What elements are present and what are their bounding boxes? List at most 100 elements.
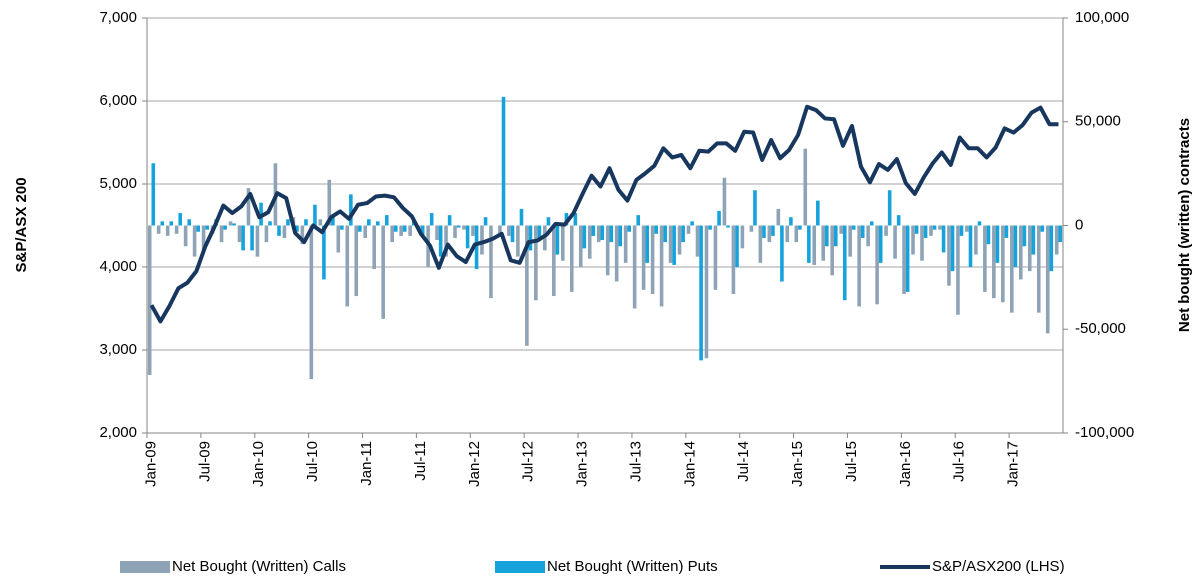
bar bbox=[447, 215, 452, 226]
bar bbox=[1031, 225, 1036, 255]
bar bbox=[708, 225, 712, 230]
bar bbox=[456, 225, 461, 228]
x-tick-label: Jan-16 bbox=[897, 441, 914, 487]
bar bbox=[842, 225, 847, 301]
bar bbox=[627, 225, 632, 232]
y-tick-label: 2,000 bbox=[99, 424, 137, 441]
bar bbox=[489, 225, 493, 299]
bar bbox=[399, 225, 403, 236]
bar bbox=[753, 190, 757, 226]
bar bbox=[354, 225, 359, 297]
bar bbox=[165, 225, 170, 236]
bar bbox=[246, 188, 251, 226]
bar bbox=[340, 225, 344, 230]
bar bbox=[1022, 225, 1027, 247]
bar bbox=[1013, 225, 1018, 267]
bar bbox=[834, 225, 838, 247]
bar bbox=[277, 225, 281, 236]
x-tick-label: Jul-14 bbox=[735, 441, 752, 482]
bar bbox=[816, 200, 820, 226]
bar bbox=[372, 225, 376, 270]
x-tick-label: Jan-13 bbox=[574, 441, 591, 487]
bar bbox=[659, 225, 664, 307]
bar bbox=[525, 225, 529, 346]
bar bbox=[767, 225, 772, 243]
y2-tick-label: -50,000 bbox=[1075, 320, 1126, 337]
bar bbox=[393, 225, 398, 232]
bar bbox=[717, 210, 721, 226]
bar bbox=[219, 225, 224, 243]
bar bbox=[591, 225, 596, 236]
bar bbox=[376, 221, 380, 226]
bar bbox=[857, 225, 861, 307]
x-tick-label: Jul-10 bbox=[304, 441, 321, 482]
bar bbox=[534, 225, 538, 301]
bar bbox=[560, 225, 565, 261]
bar bbox=[313, 204, 317, 226]
bar bbox=[582, 225, 587, 249]
y-axis-title: S&P/ASX 200 bbox=[13, 177, 30, 272]
bar bbox=[614, 225, 619, 282]
bar bbox=[147, 225, 152, 375]
bar bbox=[609, 225, 614, 243]
bar bbox=[1036, 225, 1041, 313]
bar bbox=[232, 223, 236, 226]
bar bbox=[776, 208, 781, 226]
x-tick-label: Jan-17 bbox=[1005, 441, 1022, 487]
bar bbox=[869, 221, 874, 226]
x-tick-label: Jan-11 bbox=[358, 441, 375, 486]
x-tick-label: Jul-12 bbox=[520, 441, 537, 482]
bar bbox=[300, 225, 305, 245]
bar bbox=[169, 221, 174, 226]
bar bbox=[636, 215, 641, 226]
legend-swatch bbox=[495, 561, 545, 573]
y2-tick-label: 0 bbox=[1075, 216, 1083, 233]
y-tick-label: 6,000 bbox=[99, 92, 137, 109]
bar bbox=[1004, 225, 1009, 238]
bar bbox=[507, 225, 511, 236]
bar bbox=[295, 225, 299, 232]
x-tick-label: Jan-09 bbox=[142, 441, 159, 487]
bar bbox=[552, 225, 556, 297]
bar bbox=[429, 213, 434, 226]
bar bbox=[510, 225, 515, 243]
bar bbox=[950, 225, 955, 272]
bar bbox=[192, 225, 197, 257]
bar bbox=[812, 225, 817, 265]
bar bbox=[672, 225, 676, 265]
bar bbox=[713, 225, 718, 290]
y2-tick-label: 50,000 bbox=[1075, 113, 1121, 130]
bar bbox=[345, 225, 350, 307]
bar bbox=[178, 213, 183, 226]
bar bbox=[884, 225, 888, 236]
bar bbox=[187, 219, 192, 226]
bar bbox=[956, 225, 960, 315]
bar bbox=[318, 219, 323, 226]
bar bbox=[573, 213, 578, 226]
bar bbox=[322, 225, 326, 280]
bar bbox=[336, 225, 341, 253]
bar bbox=[875, 225, 879, 305]
bar bbox=[286, 219, 290, 226]
bar bbox=[632, 225, 637, 309]
bar bbox=[471, 225, 475, 236]
bar bbox=[722, 177, 727, 226]
bar bbox=[780, 225, 784, 282]
bar bbox=[929, 225, 933, 236]
bar bbox=[349, 194, 353, 226]
bar bbox=[977, 221, 982, 226]
x-tick-label: Jul-15 bbox=[843, 441, 860, 482]
bar bbox=[902, 225, 906, 294]
bar bbox=[923, 225, 928, 238]
bar bbox=[623, 225, 628, 263]
bar bbox=[771, 225, 775, 236]
bar bbox=[663, 225, 667, 243]
bar bbox=[196, 225, 200, 232]
bar bbox=[255, 225, 260, 257]
bar bbox=[528, 225, 533, 251]
bar bbox=[483, 217, 488, 226]
bar bbox=[546, 217, 551, 226]
bar bbox=[789, 217, 793, 226]
bar bbox=[731, 225, 736, 294]
